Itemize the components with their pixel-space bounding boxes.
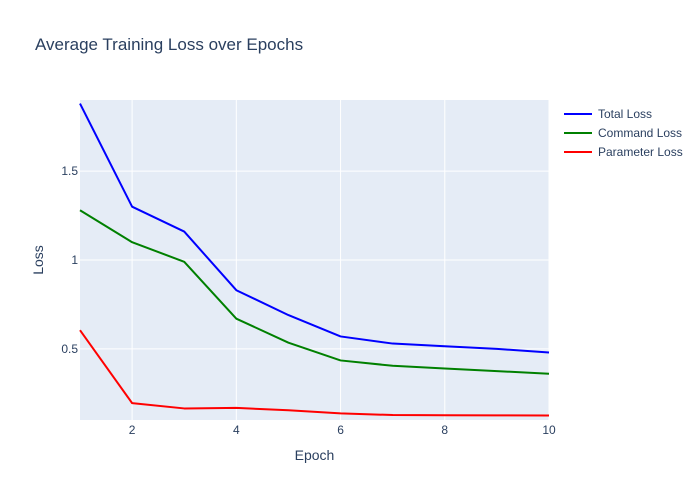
x-tick-label-3: 8 bbox=[441, 423, 448, 437]
grid-lines bbox=[80, 100, 550, 420]
x-tick-label-2: 6 bbox=[337, 423, 344, 437]
x-tick-label-0: 2 bbox=[129, 423, 136, 437]
chart-title: Average Training Loss over Epochs bbox=[35, 35, 303, 54]
y-tick-label-1: 1 bbox=[71, 253, 78, 267]
series-lines bbox=[79, 103, 550, 417]
legend: Total Loss Command Loss Parameter Loss bbox=[564, 107, 683, 159]
y-tick-label-0: 0.5 bbox=[61, 342, 78, 356]
x-tick-label-4: 10 bbox=[542, 423, 556, 437]
series-line-command-loss bbox=[79, 209, 550, 375]
legend-label-command-loss: Command Loss bbox=[598, 126, 682, 140]
x-tick-labels: 2 4 6 8 10 bbox=[129, 423, 556, 437]
series-line-total-loss bbox=[79, 103, 550, 354]
series-line-parameter-loss bbox=[79, 329, 550, 417]
x-tick-label-1: 4 bbox=[233, 423, 240, 437]
legend-label-parameter-loss: Parameter Loss bbox=[598, 145, 683, 159]
y-axis-title: Loss bbox=[30, 245, 46, 275]
y-tick-labels: 0.5 1 1.5 bbox=[61, 164, 78, 356]
y-tick-label-2: 1.5 bbox=[61, 164, 78, 178]
x-axis-title: Epoch bbox=[295, 447, 335, 463]
legend-label-total-loss: Total Loss bbox=[598, 107, 652, 121]
